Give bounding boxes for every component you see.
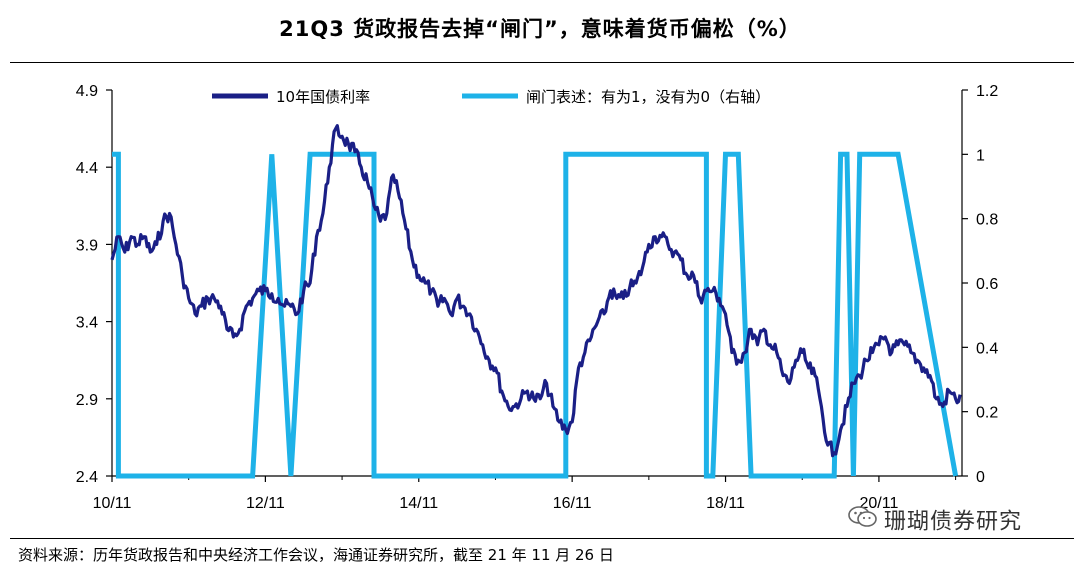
left-y-tick-label: 2.9 [76,392,98,409]
left-y-tick-label: 3.4 [76,315,98,332]
chart-title: 21Q3 货政报告去掉“闸门”，意味着货币偏松（%） [279,17,801,41]
legend-label-10y: 10年国债利率 [276,88,370,106]
right-y-tick-label: 0.4 [976,340,998,357]
series-layer [110,124,962,479]
left-y-tick-label: 3.9 [76,237,98,254]
series-line-10y [110,124,962,458]
left-y-tick-label: 2.4 [76,469,98,486]
x-tick-label: 18/11 [706,495,745,512]
footer-divider [10,538,1074,539]
chart-axes: 2.4 2.9 3.4 3.9 4.4 4.9 0 0.2 0.4 0.6 0.8 1 1.2 10/11… [76,83,999,512]
line-chart: 2.4 2.9 3.4 3.9 4.4 4.9 0 0.2 0.4 0.6 0.8 1 1.2 10/11… [76,83,999,512]
wechat-icon [848,504,878,541]
right-y-tick-label: 0.6 [976,276,998,293]
right-y-tick-label: 1 [976,147,985,164]
watermark: 珊瑚债券研究 [848,504,1022,538]
right-y-tick-label: 0.2 [976,405,998,422]
x-tick-label: 12/11 [246,495,285,512]
left-y-tick-label: 4.4 [76,160,98,177]
right-y-tick-label: 0 [976,469,985,486]
x-tick-label: 10/11 [93,495,132,512]
series-line-gate [112,151,959,479]
left-y-tick-label: 4.9 [76,83,98,100]
legend-label-gate: 闸门表述：有为1，没有为0（右轴） [526,88,770,106]
right-y-tick-label: 0.8 [976,212,998,229]
x-tick-label: 16/11 [553,495,592,512]
title-divider [10,62,1074,63]
x-tick-label: 20/11 [859,495,898,512]
chart-legend: 10年国债利率 闸门表述：有为1，没有为0（右轴） [212,88,770,106]
watermark-text: 珊瑚债券研究 [884,509,1023,535]
right-y-tick-label: 1.2 [976,83,998,100]
x-tick-label: 14/11 [399,495,438,512]
source-note: 资料来源：历年货政报告和中央经济工作会议，海通证券研究所，截至 21 年 11 … [18,546,614,564]
